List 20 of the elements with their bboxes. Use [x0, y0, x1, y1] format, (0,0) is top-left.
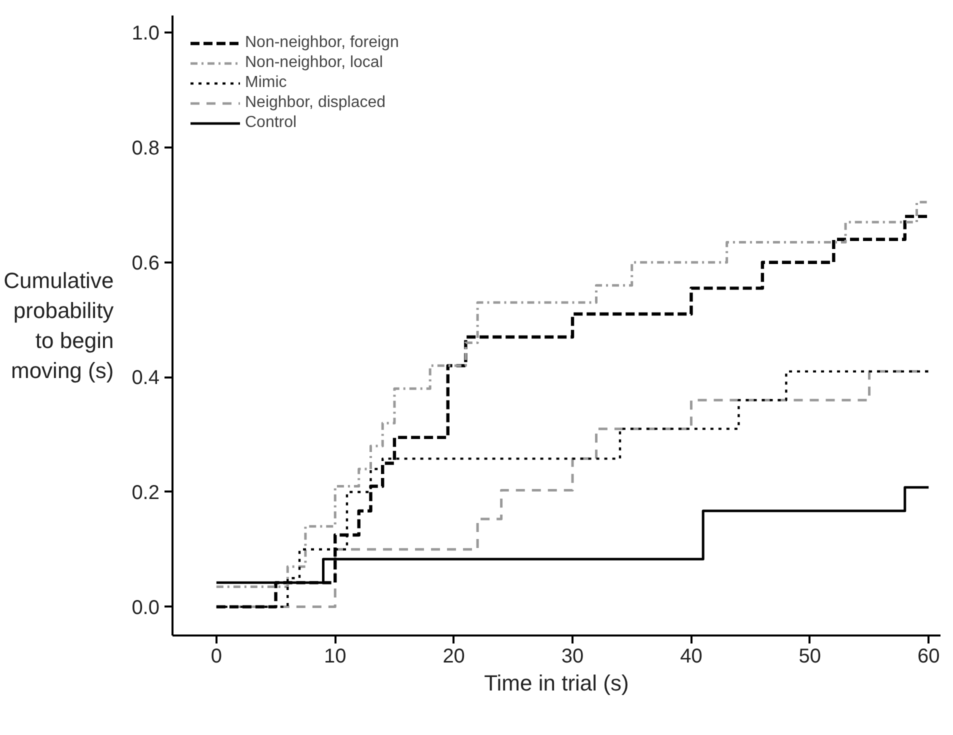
x-tick-label: 10	[324, 646, 346, 668]
y-tick-label: 0.4	[132, 367, 160, 390]
x-tick-label: 60	[918, 646, 940, 668]
x-tick-label: 20	[442, 646, 465, 668]
y-tick-label: 0.8	[132, 138, 160, 160]
x-tick-label: 50	[798, 646, 822, 668]
y-tick-label: 0.0	[132, 596, 160, 619]
legend-label: Control	[245, 114, 297, 132]
legend-label: Mimic	[245, 74, 287, 92]
x-tick-label: 0	[210, 646, 222, 668]
legend-label: Non-neighbor, foreign	[245, 34, 399, 52]
y-axis-title: Cumulative probability to begin moving (s)	[4, 268, 114, 383]
y-tick-label: 0.2	[132, 482, 160, 504]
y-tick-label: 1.0	[132, 22, 160, 45]
x-axis-title: Time in trial (s)	[484, 670, 629, 696]
legend-label: Neighbor, displaced	[245, 94, 386, 112]
y-tick-label: 0.6	[132, 252, 160, 274]
legend-label: Non-neighbor, local	[245, 54, 383, 72]
x-tick-label: 40	[680, 646, 702, 668]
x-tick-label: 30	[561, 646, 584, 668]
